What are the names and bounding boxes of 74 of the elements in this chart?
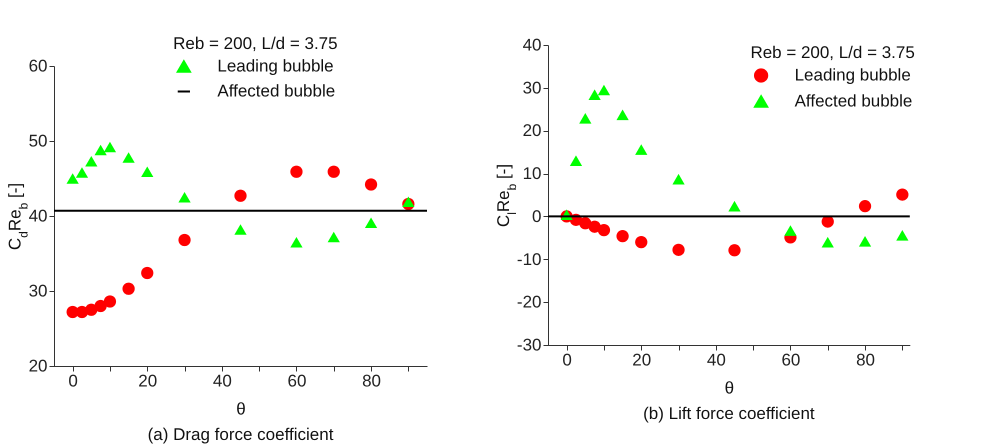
y-tick-label: 0	[532, 206, 542, 226]
point	[896, 230, 908, 241]
point	[635, 236, 648, 248]
point	[672, 174, 685, 184]
x-tick-label: 40	[212, 372, 232, 390]
y-tick-label: 10	[522, 164, 542, 184]
x-tick-label: 80	[856, 350, 875, 370]
legend-label: Affected bubble	[794, 92, 912, 111]
point	[616, 110, 629, 120]
legend-label: Affected bubble	[217, 82, 336, 100]
text: (b) Lift force coefficient	[643, 404, 815, 423]
point	[234, 224, 247, 235]
x-tick-label: 20	[632, 350, 652, 370]
point	[328, 232, 340, 242]
point	[402, 196, 414, 208]
point	[178, 234, 191, 246]
point	[234, 190, 247, 202]
point	[141, 266, 154, 280]
text: (a) Drag force coefficient	[148, 425, 334, 444]
x-tick-label: 0	[68, 372, 78, 390]
point	[579, 112, 592, 124]
point	[858, 236, 872, 247]
y-tick-label: -20	[516, 292, 542, 312]
x-tick-label: 60	[781, 350, 800, 370]
point	[122, 152, 135, 163]
x-tick-label: 20	[138, 372, 158, 390]
x-axis-title: θ	[236, 400, 246, 418]
point	[635, 144, 648, 155]
point	[85, 304, 98, 316]
y-tick-label: 40	[28, 206, 48, 226]
point	[728, 200, 741, 212]
point	[570, 155, 582, 166]
y-tick-label: 50	[28, 132, 48, 150]
point	[290, 166, 303, 178]
point	[616, 230, 629, 242]
point	[85, 156, 98, 167]
y-tick-label: 20	[522, 121, 542, 140]
x-axis-title: θ	[724, 378, 734, 398]
legend-label: Leading bubble	[794, 66, 911, 85]
point	[76, 167, 88, 178]
point	[598, 224, 610, 236]
y-tick-label: 30	[522, 78, 542, 98]
y-tick-label: -30	[516, 335, 542, 354]
point	[104, 295, 116, 308]
point	[858, 200, 872, 212]
point	[588, 89, 601, 100]
point	[364, 217, 378, 228]
point	[178, 192, 191, 203]
x-tick-label: 0	[562, 350, 572, 370]
y-tick-label: 60	[28, 56, 48, 76]
y-tick-label: -10	[516, 250, 542, 269]
point	[784, 225, 797, 236]
point	[141, 166, 154, 178]
x-tick-label: 40	[706, 350, 726, 370]
legend-label: Leading bubble	[217, 56, 334, 76]
point	[364, 178, 378, 191]
x-tick-label: 80	[362, 372, 382, 390]
point	[672, 244, 685, 256]
point	[328, 166, 340, 178]
point	[94, 300, 107, 312]
point	[290, 236, 303, 248]
y-tick-label: 30	[28, 282, 48, 300]
legend-title: Reb = 200, L/d = 3.75	[750, 43, 915, 62]
x-tick-label: 60	[287, 372, 306, 390]
point	[66, 173, 79, 184]
legend-title: Reb = 200, L/d = 3.75	[173, 34, 338, 53]
point	[94, 144, 107, 156]
point	[822, 236, 834, 248]
y-tick-label: 40	[522, 36, 542, 55]
point	[598, 84, 610, 96]
point	[104, 142, 116, 152]
point	[728, 244, 741, 256]
point	[896, 188, 908, 201]
point	[122, 282, 135, 295]
